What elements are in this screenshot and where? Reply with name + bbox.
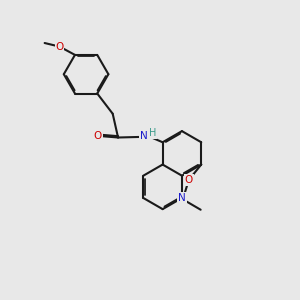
Text: N: N — [178, 193, 186, 203]
Text: N: N — [140, 131, 148, 141]
Text: H: H — [149, 128, 156, 138]
Text: O: O — [56, 42, 64, 52]
Text: O: O — [94, 131, 102, 141]
Text: O: O — [184, 175, 193, 185]
